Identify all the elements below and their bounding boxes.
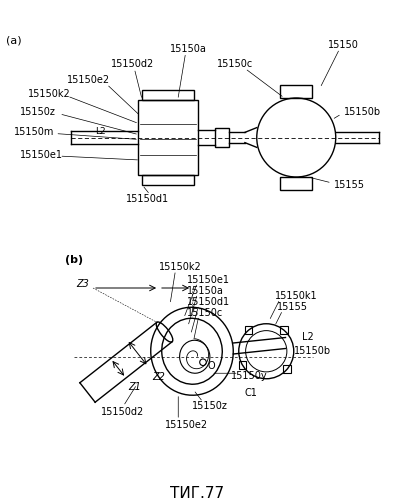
Text: ΤИГ.77: ΤИГ.77	[170, 486, 225, 500]
Text: L2: L2	[302, 332, 314, 342]
Text: 15150k2: 15150k2	[28, 89, 70, 99]
Text: 15150e2: 15150e2	[164, 420, 208, 430]
Text: 15150z: 15150z	[20, 107, 56, 117]
Text: Z2: Z2	[152, 372, 166, 382]
Text: 15150k2: 15150k2	[159, 262, 202, 272]
Bar	[142, 175, 194, 185]
Text: Z3: Z3	[77, 278, 89, 288]
Text: (a): (a)	[6, 36, 22, 46]
Text: 15150b: 15150b	[344, 107, 381, 117]
Text: 15150: 15150	[328, 40, 359, 50]
Text: 15155: 15155	[334, 180, 365, 190]
Text: 15155: 15155	[277, 302, 308, 312]
Bar	[280, 177, 312, 190]
Text: 15150e2: 15150e2	[67, 75, 110, 85]
Text: 15150a: 15150a	[186, 286, 224, 296]
Bar	[280, 326, 288, 334]
Bar	[280, 86, 312, 98]
Bar	[284, 365, 291, 373]
Bar	[245, 326, 252, 334]
Text: 15150d1: 15150d1	[186, 296, 229, 306]
Text: 15150d2: 15150d2	[111, 60, 154, 70]
Text: 15150b: 15150b	[294, 346, 331, 356]
Bar	[138, 100, 198, 175]
Text: 15150c: 15150c	[186, 308, 223, 318]
Text: 15150c: 15150c	[217, 60, 254, 70]
Text: 15150a: 15150a	[170, 44, 207, 54]
Text: 15150e1: 15150e1	[20, 150, 63, 160]
Text: (b): (b)	[66, 255, 84, 265]
Text: O: O	[207, 362, 215, 372]
Text: 15150z: 15150z	[192, 401, 228, 411]
Text: Z1: Z1	[129, 382, 141, 392]
Bar	[142, 90, 194, 100]
Bar	[215, 128, 229, 148]
Bar	[239, 361, 246, 369]
Text: 15150d2: 15150d2	[101, 407, 145, 417]
Text: 15150e1: 15150e1	[186, 275, 229, 285]
Text: 15150y: 15150y	[231, 371, 267, 381]
Text: L2: L2	[95, 127, 105, 136]
Text: 15150k1: 15150k1	[275, 291, 317, 301]
Text: 15150m: 15150m	[14, 126, 54, 136]
Text: 15150d1: 15150d1	[126, 194, 169, 203]
Text: C1: C1	[244, 388, 257, 398]
